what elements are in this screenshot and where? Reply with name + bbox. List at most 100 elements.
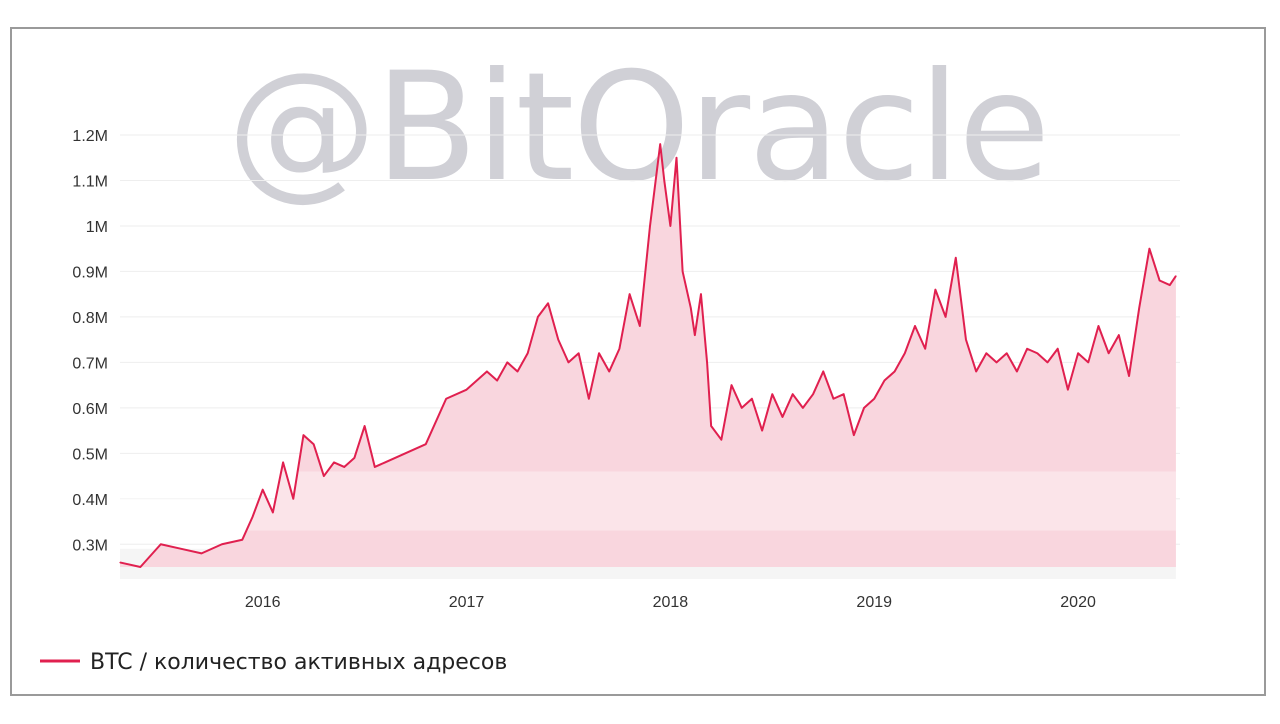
data-point (1159, 279, 1161, 282)
y-tick-label: 0.3M (72, 537, 108, 554)
data-point (527, 352, 529, 354)
data-point (516, 370, 519, 373)
data-point (659, 143, 661, 145)
data-point (771, 393, 773, 395)
data-point (792, 393, 794, 395)
data-point (160, 543, 162, 545)
data-point (333, 461, 335, 464)
data-point (496, 379, 498, 382)
data-point (1057, 348, 1059, 350)
data-point (425, 443, 427, 445)
legend: BTC / количество активных адресов (40, 650, 507, 675)
data-point (343, 466, 345, 468)
data-point (863, 407, 865, 409)
data-point (241, 539, 243, 541)
data-point (251, 516, 254, 518)
data-point (741, 407, 743, 409)
data-point (883, 379, 886, 382)
data-point (608, 370, 610, 373)
data-point (663, 179, 665, 182)
data-point (710, 425, 712, 427)
y-tick-label: 0.7M (72, 355, 108, 372)
data-point (690, 307, 692, 309)
legend-label: BTC / количество активных адресов (90, 650, 507, 675)
data-point (618, 348, 621, 350)
data-point (465, 389, 468, 391)
data-point (262, 489, 264, 491)
data-point (374, 466, 376, 468)
data-point (445, 398, 447, 400)
data-point (1148, 248, 1151, 250)
data-point (873, 398, 875, 400)
data-point (975, 370, 977, 373)
data-point (1108, 352, 1110, 354)
data-point (486, 370, 488, 373)
data-point (537, 316, 539, 318)
data-point (802, 407, 804, 409)
data-point (1175, 275, 1177, 277)
data-point (1138, 307, 1140, 309)
data-point (965, 339, 967, 341)
data-point (1036, 352, 1038, 354)
data-point (506, 361, 508, 363)
data-point (914, 325, 916, 327)
data-point (547, 302, 549, 304)
y-tick-label: 1.1M (72, 173, 108, 190)
y-tick-label: 0.8M (72, 310, 108, 327)
y-tick-label: 0.4M (72, 492, 108, 509)
data-point (843, 393, 845, 395)
data-point (649, 225, 651, 227)
data-point (706, 361, 708, 363)
data-point (955, 257, 957, 259)
data-point (730, 384, 733, 386)
data-point (1169, 284, 1171, 286)
data-point (323, 475, 325, 477)
data-point (812, 393, 814, 395)
y-tick-label: 1M (86, 219, 108, 236)
data-point (995, 361, 998, 363)
data-point (682, 270, 684, 273)
x-tick-label: 2017 (449, 594, 485, 611)
data-point (598, 352, 600, 354)
data-point (1067, 389, 1069, 391)
x-tick-label: 2018 (653, 594, 689, 611)
data-point (119, 561, 121, 564)
watermark-text: @BitOracle (227, 41, 1048, 215)
data-point (761, 429, 763, 432)
y-tick-label: 1.2M (72, 128, 108, 145)
data-point (1087, 361, 1089, 363)
line-layer (119, 143, 1177, 568)
data-point (985, 352, 987, 354)
series-area (120, 144, 1176, 567)
y-tick-layer: 0.3M 0.4M 0.5M 0.6M 0.7M 0.8M 0.9M 1M 1.1M 1.2M (72, 128, 108, 554)
y-tick-label: 0.6M (72, 401, 108, 418)
data-point (1006, 352, 1008, 354)
data-point (629, 293, 631, 295)
light-band (120, 471, 1176, 531)
x-tick-label: 2016 (245, 594, 281, 611)
data-point (578, 352, 580, 354)
data-point (822, 370, 824, 373)
data-point (353, 457, 356, 459)
chart-frame: @BitOracle 0.3M 0.4M 0.5M 0.6M 0.7M 0.8M 0.9M 1… (10, 27, 1266, 696)
chart-svg: @BitOracle 0.3M 0.4M 0.5M 0.6M 0.7M 0.8M 0.9M 1… (40, 41, 1180, 675)
data-point (282, 461, 284, 464)
x-tick-layer: 2016 2017 2018 2019 2020 (245, 594, 1096, 611)
data-point (384, 461, 386, 464)
series-line (119, 143, 1177, 568)
data-point (567, 361, 570, 363)
data-point (1097, 325, 1100, 327)
data-point (694, 334, 696, 336)
data-point (588, 398, 590, 400)
data-point (720, 439, 722, 441)
y-tick-label: 0.5M (72, 446, 108, 463)
data-point (894, 370, 896, 373)
x-tick-label: 2020 (1060, 594, 1096, 611)
data-point (700, 293, 702, 295)
data-point (364, 425, 366, 427)
data-point (904, 352, 906, 354)
data-point (221, 543, 223, 545)
data-point (1026, 348, 1028, 350)
data-point (313, 443, 315, 445)
data-point (934, 289, 936, 291)
